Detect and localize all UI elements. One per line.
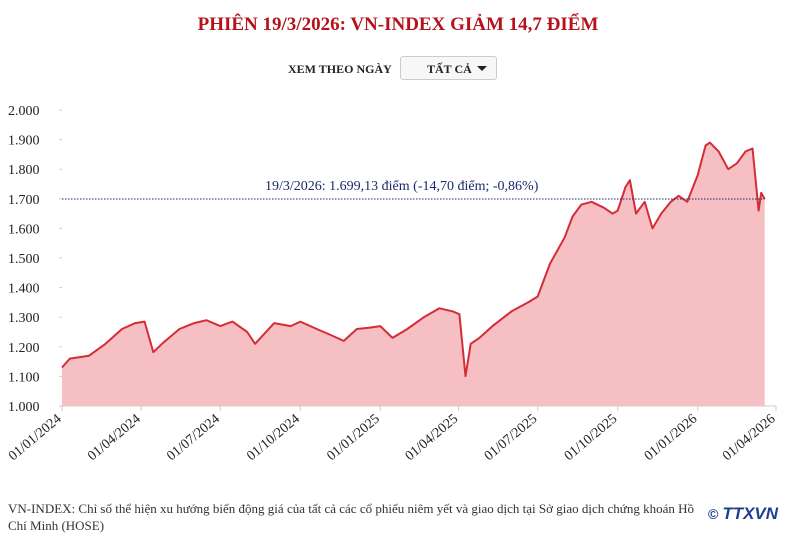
chart: 1.000 1.100 1.200 1.300 1.400 1.500 1.600 1.700… — [6, 104, 779, 464]
y-tick-label: 2.000 — [8, 104, 40, 119]
y-tick-label: 1.100 — [8, 370, 40, 385]
filter-label: XEM THEO NGÀY — [288, 62, 392, 76]
filter-value[interactable]: TẤT CẢ — [427, 62, 472, 76]
x-tick-label: 01/04/2025 — [403, 412, 462, 464]
y-tick-label: 1.300 — [8, 311, 40, 326]
y-tick-label: 1.900 — [8, 134, 40, 149]
y-tick-label: 1.500 — [8, 252, 40, 267]
source: TTXVN — [722, 504, 779, 523]
y-tick-label: 1.700 — [8, 193, 40, 208]
logo: © TTXVN — [708, 504, 778, 524]
x-tick-label: 01/01/2025 — [324, 412, 383, 464]
x-tick-label: 01/10/2024 — [244, 412, 303, 464]
y-tick-label: 1.600 — [8, 222, 40, 237]
x-tick-label: 01/01/2026 — [642, 412, 701, 464]
chart-title: PHIÊN 19/3/2026: VN-INDEX GIẢM 14,7 ĐIỂM — [197, 14, 599, 35]
line — [61, 141, 766, 378]
y-tick-label: 1.200 — [8, 341, 40, 356]
dropdown-arrow[interactable] — [477, 66, 487, 71]
y-tick-label: 1.000 — [8, 400, 40, 415]
x-tick-label: 01/07/2025 — [482, 412, 541, 464]
x-tick-label: 01/04/2024 — [85, 412, 144, 464]
x-tick-label: 01/10/2025 — [562, 412, 621, 464]
y-tick-label: 1.800 — [8, 163, 40, 178]
footnote: VN-INDEX: Chỉ số thể hiện xu hướng biến … — [8, 501, 694, 533]
copyright: © — [708, 506, 719, 522]
y-tick-label: 1.400 — [8, 282, 40, 297]
x-tick-label: 01/04/2026 — [720, 412, 779, 464]
x-tick-label: 01/01/2024 — [6, 412, 65, 464]
filter-dropdown[interactable]: TẤT CẢ — [400, 56, 497, 80]
reference-label: 19/3/2026: 1.699,13 điểm (-14,70 điểm; -… — [265, 179, 539, 194]
x-tick-label: 01/07/2024 — [164, 412, 223, 464]
area — [62, 142, 765, 406]
